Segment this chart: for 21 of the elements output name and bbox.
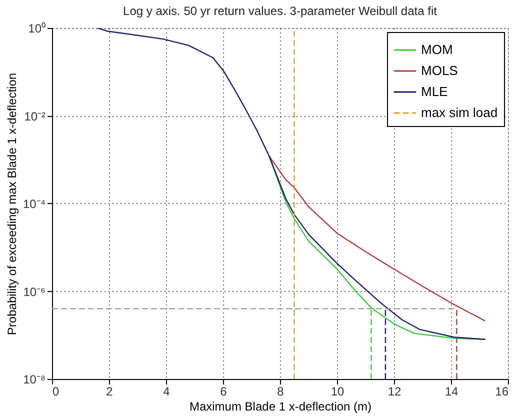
x-tick-label: 4 (163, 384, 170, 398)
y-tick-label: 10⁻⁸ (23, 372, 46, 386)
x-tick-label: 10 (330, 384, 344, 398)
legend-label: MLE (421, 84, 448, 99)
x-tick-label: 14 (444, 384, 458, 398)
y-tick-label: 10⁻⁴ (22, 197, 46, 211)
y-tick-label: 10⁻⁶ (23, 284, 46, 299)
x-tick-label: 12 (388, 384, 402, 398)
x-tick-label: 6 (220, 384, 228, 398)
x-tick-label: 2 (106, 384, 114, 398)
chart-title: Log y axis. 50 yr return values. 3-parameter Weibull data fit (123, 4, 438, 18)
legend-label: max sim load (421, 105, 498, 120)
legend-label: MOM (421, 42, 453, 57)
x-tick-label: 0 (52, 384, 60, 398)
x-tick-label: 8 (277, 384, 284, 398)
y-tick-label: 10⁻² (24, 109, 46, 124)
x-tick-label: 16 (495, 384, 509, 398)
legend-label: MOLS (421, 63, 458, 78)
y-axis-title: Probability of exceeding max Blade 1 x-deflection (4, 72, 19, 336)
x-axis-title: Maximum Blade 1 x-deflection (m) (189, 400, 372, 414)
y-tick-label: 10⁰ (28, 22, 46, 36)
